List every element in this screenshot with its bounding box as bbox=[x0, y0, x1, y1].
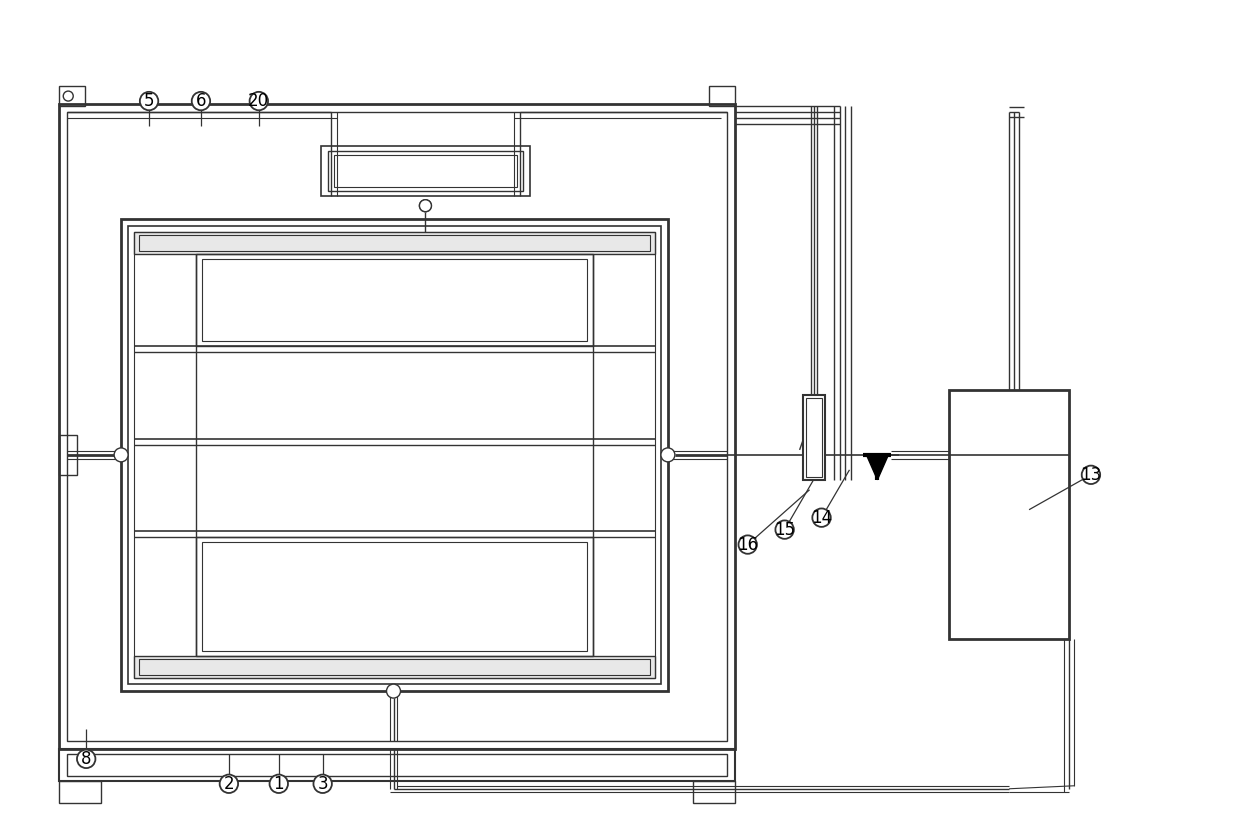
Bar bbox=[139, 659, 650, 675]
Circle shape bbox=[812, 508, 831, 527]
Text: 16: 16 bbox=[737, 536, 759, 554]
Bar bbox=[60, 87, 86, 106]
Bar bbox=[67, 753, 727, 776]
Circle shape bbox=[387, 684, 401, 698]
Bar bbox=[60, 781, 102, 803]
Text: 8: 8 bbox=[81, 750, 92, 768]
Text: 5: 5 bbox=[144, 92, 154, 110]
Text: 6: 6 bbox=[196, 92, 206, 110]
Text: 3: 3 bbox=[317, 774, 329, 793]
Circle shape bbox=[419, 200, 432, 212]
Bar bbox=[950, 390, 1069, 639]
Circle shape bbox=[219, 774, 238, 793]
Text: 13: 13 bbox=[1080, 466, 1101, 484]
Bar bbox=[693, 781, 735, 803]
Text: 1: 1 bbox=[274, 774, 284, 793]
Circle shape bbox=[314, 774, 332, 793]
Bar bbox=[134, 232, 655, 254]
Bar bbox=[196, 254, 593, 346]
Circle shape bbox=[249, 92, 268, 110]
Bar bbox=[806, 398, 822, 477]
Circle shape bbox=[775, 521, 794, 538]
Circle shape bbox=[140, 92, 159, 110]
Bar bbox=[60, 104, 735, 749]
Circle shape bbox=[77, 749, 95, 768]
Bar bbox=[128, 226, 661, 684]
Bar bbox=[321, 146, 531, 196]
Bar bbox=[134, 656, 655, 678]
Circle shape bbox=[661, 448, 675, 462]
Bar bbox=[60, 435, 77, 475]
Bar bbox=[67, 112, 727, 741]
Bar bbox=[802, 395, 825, 480]
Bar bbox=[202, 259, 587, 341]
Circle shape bbox=[269, 774, 288, 793]
Text: 2: 2 bbox=[223, 774, 234, 793]
Bar bbox=[196, 538, 593, 656]
Bar bbox=[327, 151, 523, 191]
Bar bbox=[134, 232, 655, 678]
Bar bbox=[334, 155, 517, 186]
Bar bbox=[122, 218, 668, 691]
Text: 15: 15 bbox=[774, 521, 795, 538]
Bar bbox=[60, 749, 735, 781]
Circle shape bbox=[114, 448, 128, 462]
Circle shape bbox=[1081, 465, 1100, 484]
Bar bbox=[709, 87, 735, 106]
Circle shape bbox=[192, 92, 210, 110]
Text: 14: 14 bbox=[811, 509, 832, 527]
Bar bbox=[202, 543, 587, 651]
Circle shape bbox=[739, 535, 756, 554]
Circle shape bbox=[63, 91, 73, 101]
Bar bbox=[139, 234, 650, 250]
Circle shape bbox=[419, 200, 432, 212]
Polygon shape bbox=[867, 455, 888, 480]
Text: 20: 20 bbox=[248, 92, 269, 110]
